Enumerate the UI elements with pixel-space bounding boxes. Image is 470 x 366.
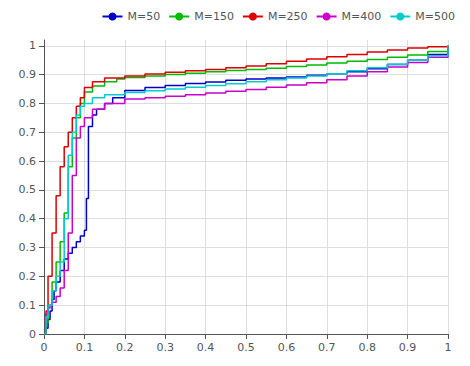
svg-text:0.9: 0.9: [19, 68, 37, 81]
svg-text:0.8: 0.8: [19, 97, 37, 110]
svg-text:0.1: 0.1: [76, 341, 94, 354]
svg-text:0: 0: [41, 341, 48, 354]
svg-text:0.8: 0.8: [358, 341, 376, 354]
svg-text:0.5: 0.5: [19, 183, 37, 196]
svg-text:M=500: M=500: [415, 10, 455, 23]
svg-text:0.6: 0.6: [278, 341, 296, 354]
svg-text:0.7: 0.7: [318, 341, 336, 354]
svg-text:0.3: 0.3: [19, 241, 37, 254]
svg-text:0.1: 0.1: [19, 299, 37, 312]
svg-text:M=400: M=400: [342, 10, 382, 23]
svg-text:0.7: 0.7: [19, 126, 37, 139]
svg-text:0: 0: [29, 328, 36, 341]
svg-text:M=150: M=150: [194, 10, 234, 23]
svg-text:1: 1: [445, 341, 452, 354]
svg-text:0.4: 0.4: [19, 212, 37, 225]
svg-text:M=50: M=50: [127, 10, 160, 23]
svg-text:0.4: 0.4: [197, 341, 215, 354]
svg-text:M=250: M=250: [268, 10, 308, 23]
svg-text:1: 1: [29, 39, 36, 52]
svg-text:0.6: 0.6: [19, 155, 37, 168]
svg-text:0.2: 0.2: [116, 341, 134, 354]
svg-text:0.3: 0.3: [156, 341, 174, 354]
svg-text:0.9: 0.9: [399, 341, 417, 354]
svg-text:0.5: 0.5: [237, 341, 255, 354]
svg-text:0.2: 0.2: [19, 270, 37, 283]
